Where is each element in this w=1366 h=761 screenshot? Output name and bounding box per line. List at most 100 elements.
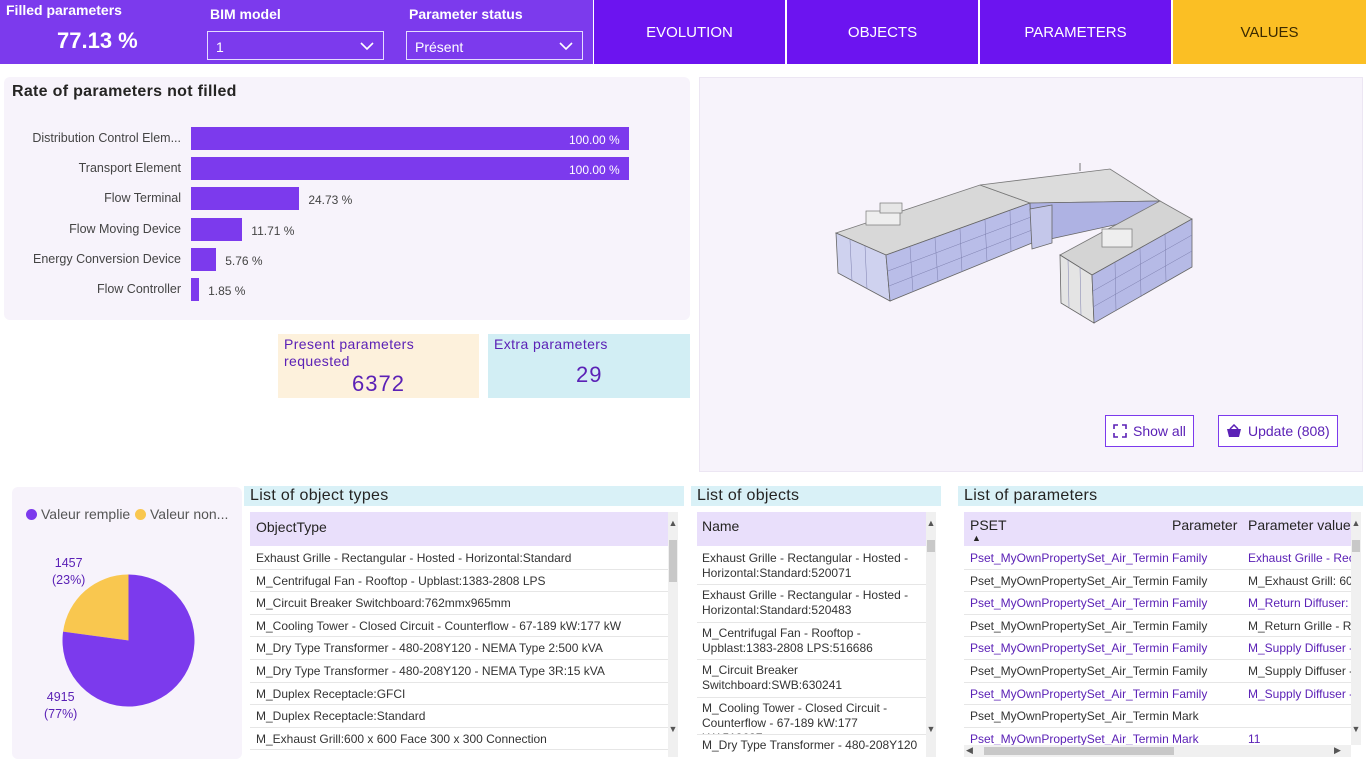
bim-model-dropdown[interactable]: 1 — [207, 31, 384, 60]
expand-icon — [1113, 424, 1127, 438]
scroll-down-icon[interactable]: ▼ — [668, 724, 678, 734]
bar[interactable] — [191, 157, 629, 181]
table-row[interactable]: Exhaust Grille - Rectangular - Hosted - … — [697, 585, 926, 623]
pie-slice-not-filled[interactable] — [63, 574, 129, 641]
legend-label-not-filled: Valeur non... — [150, 506, 229, 522]
scroll-thumb[interactable] — [669, 540, 677, 582]
table-cell-param: Family — [1172, 596, 1208, 611]
objects-scrollbar[interactable]: ▲ ▼ — [926, 512, 936, 757]
table-row[interactable]: M_Circuit Breaker Switchboard:SWB:630241 — [697, 660, 926, 698]
table-cell-pset: Pset_MyOwnPropertySet_Air_Terminal — [970, 664, 1168, 678]
table-row[interactable]: M_Duplex Receptacle:GFCI — [250, 683, 668, 706]
pie-pct-not-filled: (23%) — [52, 573, 86, 587]
param-status-dropdown[interactable]: Présent — [406, 31, 583, 60]
show-all-label: Show all — [1133, 423, 1186, 439]
scroll-down-icon[interactable]: ▼ — [926, 724, 936, 734]
parameters-table: PSET ▲ Parameter Parameter value Pset_My… — [964, 512, 1363, 757]
pie-label-filled: 4915 (77%) — [44, 689, 77, 723]
legend-dot-filled — [26, 508, 37, 520]
table-cell-param: Mark — [1172, 709, 1199, 724]
object-types-header[interactable]: ObjectType — [250, 512, 668, 546]
table-row[interactable]: M_Dry Type Transformer - 480-208Y120 - N… — [250, 660, 668, 683]
table-row[interactable]: Pset_MyOwnPropertySet_Air_Terminal Family… — [964, 637, 1351, 660]
object-types-scrollbar[interactable]: ▲ ▼ — [668, 512, 678, 757]
rate-chart-title: Rate of parameters not filled — [12, 83, 237, 100]
legend-item-not-filled[interactable]: Valeur non... — [135, 506, 228, 522]
scroll-up-icon[interactable]: ▲ — [926, 518, 936, 528]
table-cell-param: Family — [1172, 686, 1208, 701]
object-types-table: ObjectType Exhaust Grille - Rectangular … — [250, 512, 680, 757]
legend-dot-not-filled — [135, 508, 146, 520]
scroll-thumb[interactable] — [1352, 540, 1360, 552]
table-row[interactable]: Exhaust Grille - Rectangular - Hosted - … — [697, 548, 926, 586]
table-row[interactable]: M_Centrifugal Fan - Rooftop - Upblast:13… — [697, 623, 926, 661]
present-params-value: 6372 — [352, 371, 405, 396]
rate-chart-panel: Rate of parameters not filled Distributi… — [4, 77, 690, 320]
table-row[interactable]: M_Duplex Receptacle:Standard — [250, 705, 668, 728]
table-row[interactable]: Pset_MyOwnPropertySet_Air_Terminal Family… — [964, 547, 1351, 570]
scroll-down-icon[interactable]: ▼ — [1351, 724, 1361, 734]
bar-value-label: 100.00 % — [569, 163, 620, 178]
tab-values[interactable]: VALUES — [1173, 0, 1366, 64]
pie-value-not-filled: 1457 — [54, 556, 83, 570]
table-row[interactable]: Pset_MyOwnPropertySet_Air_Terminal Mark — [964, 705, 1351, 728]
update-button[interactable]: Update (808) — [1218, 415, 1338, 447]
table-row[interactable]: Exhaust Grille - Rectangular - Hosted - … — [250, 547, 668, 570]
scroll-up-icon[interactable]: ▲ — [668, 518, 678, 528]
table-row[interactable]: M_Dry Type Transformer - 480-208Y120 - — [697, 735, 926, 757]
show-all-button[interactable]: Show all — [1105, 415, 1194, 447]
bar[interactable] — [191, 247, 217, 271]
table-row[interactable]: M_Centrifugal Fan - Rooftop - Upblast:13… — [250, 570, 668, 593]
pie-chart-panel: Valeur remplie Valeur non... 1457 (23%) … — [12, 487, 242, 759]
hscroll-thumb[interactable] — [984, 747, 1174, 755]
table-row[interactable]: M_Dry Type Transformer - 480-208Y120 - N… — [250, 637, 668, 660]
bim-3d-viewer[interactable]: Show all Update (808) — [699, 77, 1363, 472]
table-row[interactable]: Pset_MyOwnPropertySet_Air_Terminal Family… — [964, 683, 1351, 706]
table-cell-value: M_Exhaust Grill: 600 — [1248, 573, 1351, 588]
table-row[interactable]: Pset_MyOwnPropertySet_Air_Terminal Family… — [964, 615, 1351, 638]
pie-pct-filled: (77%) — [44, 707, 78, 721]
pie-slice-filled[interactable] — [62, 574, 195, 707]
scroll-right-icon[interactable]: ▶ — [1334, 745, 1341, 755]
table-row[interactable]: M_Exhaust Grill:600 x 600 Face 300 x 300… — [250, 728, 668, 751]
bar-label: Flow Terminal — [104, 191, 181, 206]
table-row[interactable]: M_Cooling Tower - Closed Circuit - Count… — [250, 615, 668, 638]
parameters-vscrollbar[interactable]: ▲ ▼ — [1351, 512, 1361, 745]
legend-label-filled: Valeur remplie — [41, 506, 131, 522]
table-cell-value: M_Supply Diffuser - — [1248, 664, 1351, 678]
tab-parameters[interactable]: PARAMETERS — [980, 0, 1171, 64]
sort-asc-icon[interactable]: ▲ — [972, 533, 981, 543]
scroll-left-icon[interactable]: ◀ — [966, 745, 973, 755]
bim-model-value: 1 — [216, 39, 224, 55]
table-cell-pset: Pset_MyOwnPropertySet_Air_Terminal — [970, 709, 1168, 724]
scroll-thumb[interactable] — [927, 540, 935, 552]
table-row[interactable]: Pset_MyOwnPropertySet_Air_Terminal Family… — [964, 570, 1351, 593]
name-column-header: Name — [702, 518, 740, 534]
table-cell-pset: Pset_MyOwnPropertySet_Air_Terminal — [970, 641, 1168, 656]
parameters-hscrollbar[interactable]: ◀ ▶ — [964, 745, 1351, 757]
scroll-up-icon[interactable]: ▲ — [1351, 518, 1361, 528]
bar[interactable] — [191, 127, 629, 150]
tab-objects[interactable]: OBJECTS — [787, 0, 978, 64]
bar[interactable] — [191, 278, 200, 301]
parameters-header[interactable]: PSET ▲ Parameter Parameter value — [964, 512, 1351, 546]
table-row[interactable]: Pset_MyOwnPropertySet_Air_Terminal Family… — [964, 592, 1351, 615]
table-row[interactable]: M_Circuit Breaker Switchboard:762mmx965m… — [250, 592, 668, 615]
bar[interactable] — [191, 187, 300, 211]
table-cell-value: M_Supply Diffuser - — [1248, 686, 1351, 701]
present-params-card: Present parameters requested 6372 — [278, 334, 479, 398]
table-row[interactable]: M_Cooling Tower - Closed Circuit - Count… — [697, 698, 926, 735]
objects-header[interactable]: Name — [697, 512, 926, 546]
extra-params-card: Extra parameters 29 — [488, 334, 690, 398]
bar-value-label: 11.71 % — [251, 223, 295, 238]
update-label: Update (808) — [1248, 423, 1330, 439]
bar-label: Flow Controller — [96, 282, 181, 296]
param-status-label: Parameter status — [409, 6, 523, 22]
chevron-down-icon — [559, 42, 573, 51]
tab-evolution[interactable]: EVOLUTION — [594, 0, 785, 64]
table-cell-param: Family — [1172, 664, 1208, 678]
value-column-header: Parameter value — [1248, 517, 1351, 533]
legend-item-filled[interactable]: Valeur remplie — [26, 506, 130, 522]
table-row[interactable]: Pset_MyOwnPropertySet_Air_Terminal Family… — [964, 660, 1351, 683]
bar[interactable] — [191, 217, 243, 241]
